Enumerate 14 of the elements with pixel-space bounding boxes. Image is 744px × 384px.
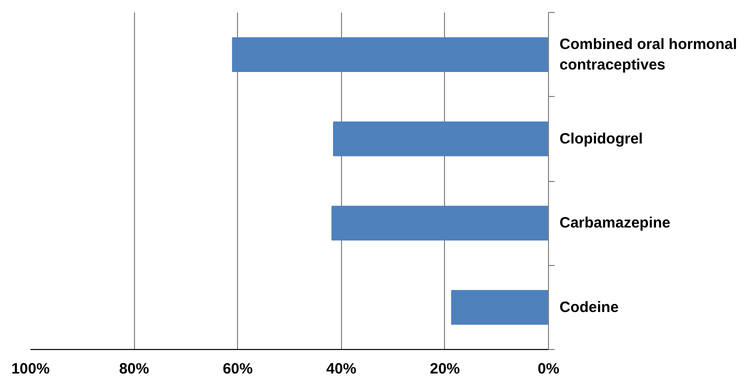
- y-tick-label: Codeine: [560, 298, 619, 316]
- x-tick-label: 80%: [119, 360, 150, 378]
- x-tick-label: 20%: [430, 360, 460, 378]
- x-tick-label: 60%: [222, 360, 253, 378]
- y-tick-label: Carbamazepine: [560, 214, 670, 232]
- y-tick-label: Clopidogrel: [560, 130, 643, 148]
- x-tick-label: 0%: [538, 360, 560, 378]
- y-tick-label: Combined oral hormonal contraceptives: [560, 36, 738, 74]
- bar: [331, 206, 548, 240]
- bar: [451, 290, 548, 325]
- bar: [333, 122, 548, 156]
- x-tick-label: 100%: [11, 360, 50, 378]
- x-tick-label: 40%: [326, 360, 356, 378]
- bar: [232, 37, 548, 72]
